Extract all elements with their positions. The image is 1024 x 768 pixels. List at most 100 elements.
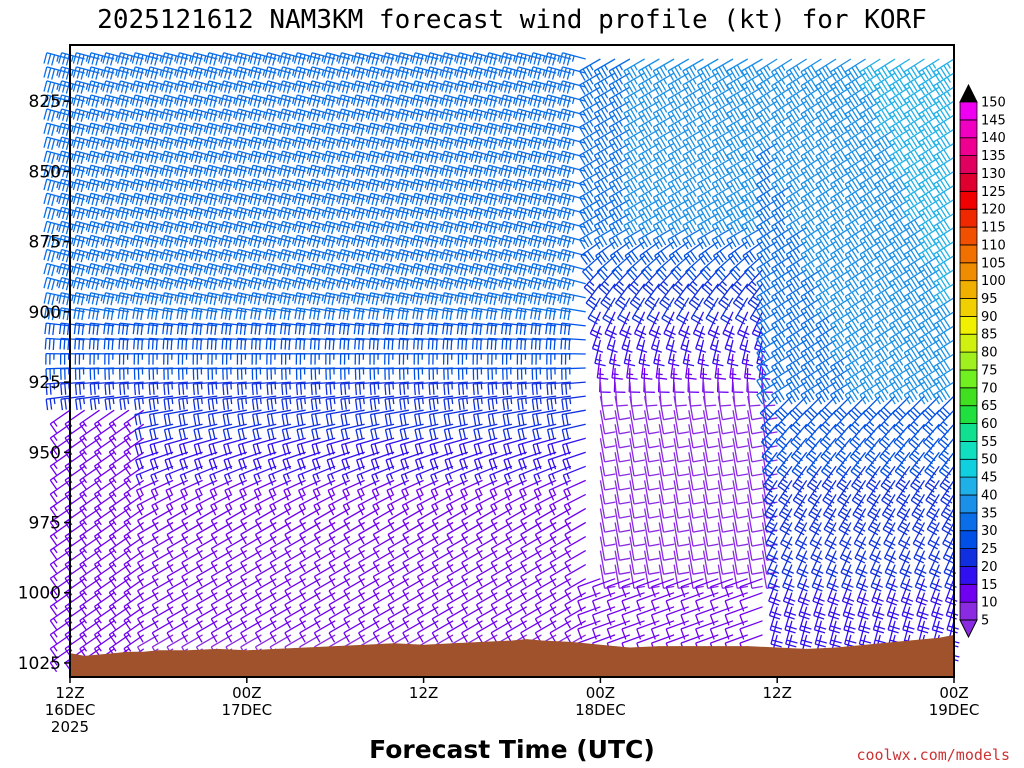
barb-flag (386, 236, 391, 248)
barb-flag (190, 221, 195, 233)
barb-flag (211, 413, 216, 425)
barb-flag (373, 398, 377, 410)
barb-flag (375, 96, 380, 108)
barb-flag (120, 123, 125, 135)
barb-flag (82, 338, 85, 350)
barb-half-flag (183, 473, 187, 480)
barb-flag (323, 66, 328, 78)
barb-flag (131, 263, 136, 275)
barb-flag (131, 165, 136, 176)
barb-half-flag (218, 280, 222, 287)
barb-half-flag (262, 210, 266, 217)
barb-half-flag (218, 111, 222, 119)
barb-flag (264, 108, 269, 120)
barb-flag (209, 180, 214, 192)
barb-flag (240, 383, 244, 395)
barb-flag (345, 181, 350, 193)
wind-barb (72, 66, 100, 80)
barb-flag (152, 383, 155, 395)
wind-barb (132, 307, 159, 321)
barb-half-flag (174, 266, 177, 273)
barb-half-flag (71, 295, 74, 302)
barb-flag (154, 279, 159, 291)
barb-flag (213, 96, 218, 108)
barb-flag (253, 137, 258, 149)
barb-flag (165, 264, 170, 276)
barb-flag (251, 383, 254, 396)
barb-flag (154, 54, 159, 66)
barb-flag (76, 194, 81, 206)
barb-flag (384, 399, 388, 411)
wind-barb (146, 292, 174, 306)
barb-half-flag (380, 83, 384, 90)
barb-flag (312, 236, 317, 248)
barb-flag (96, 338, 99, 350)
barb-half-flag (70, 196, 74, 203)
barb-half-flag (85, 154, 89, 161)
barb-half-flag (321, 55, 325, 62)
barb-flag (183, 251, 188, 263)
barb-flag (123, 549, 131, 560)
barb-half-flag (56, 97, 60, 105)
barb-flag (80, 265, 85, 277)
wind-barb (337, 122, 365, 136)
barb-flag (60, 399, 64, 411)
barb-flag (359, 428, 364, 440)
wind-barb (249, 206, 277, 221)
barb-flag (308, 179, 313, 191)
barb-flag (135, 81, 140, 93)
barb-flag (163, 429, 168, 441)
barb-half-flag (292, 295, 295, 302)
barb-staff (60, 395, 85, 400)
barb-flag (297, 109, 302, 121)
barb-half-flag (174, 126, 177, 133)
barb-half-flag (218, 168, 222, 175)
barb-flag (175, 249, 181, 261)
barb-flag (327, 67, 332, 79)
barb-flag (116, 263, 122, 275)
wind-barb (352, 276, 380, 291)
barb-flag (316, 153, 321, 164)
barb-flag (175, 193, 181, 205)
wind-barb (205, 248, 233, 263)
barb-half-flag (247, 111, 251, 119)
barb-half-flag (306, 126, 310, 133)
barb-flag (49, 564, 58, 574)
barb-half-flag (53, 421, 58, 427)
wind-barb (234, 108, 262, 122)
barb-half-flag (56, 154, 60, 161)
barb-flag (279, 136, 284, 148)
barb-flag (103, 338, 106, 350)
barb-flag (386, 109, 391, 121)
barb-flag (341, 194, 346, 206)
wind-barb (279, 52, 306, 66)
barb-flag (72, 165, 77, 176)
barb-flag (345, 195, 350, 207)
barb-flag (146, 179, 151, 191)
barb-flag (297, 293, 302, 305)
barb-half-flag (247, 168, 251, 175)
barb-flag (95, 195, 100, 207)
wind-barb (323, 136, 351, 150)
barb-flag (198, 181, 203, 193)
wind-barb (177, 367, 203, 380)
barb-flag (280, 338, 283, 350)
barb-flag (293, 193, 298, 205)
barb-flag (116, 221, 122, 233)
barb-flag (167, 383, 170, 395)
wind-barb (308, 206, 336, 221)
barb-half-flag (321, 224, 325, 231)
barb-flag (355, 414, 359, 426)
barb-flag (43, 235, 48, 247)
barb-half-flag (336, 168, 339, 175)
barb-flag (150, 250, 155, 262)
barb-flag (175, 52, 181, 64)
wind-barb (323, 192, 351, 207)
barb-flag (370, 444, 375, 456)
wind-barb (102, 66, 130, 80)
wind-barb (116, 108, 144, 122)
barb-flag (386, 180, 391, 192)
barb-flag (138, 413, 142, 425)
barb-flag (123, 398, 126, 410)
barb-flag (178, 383, 181, 396)
